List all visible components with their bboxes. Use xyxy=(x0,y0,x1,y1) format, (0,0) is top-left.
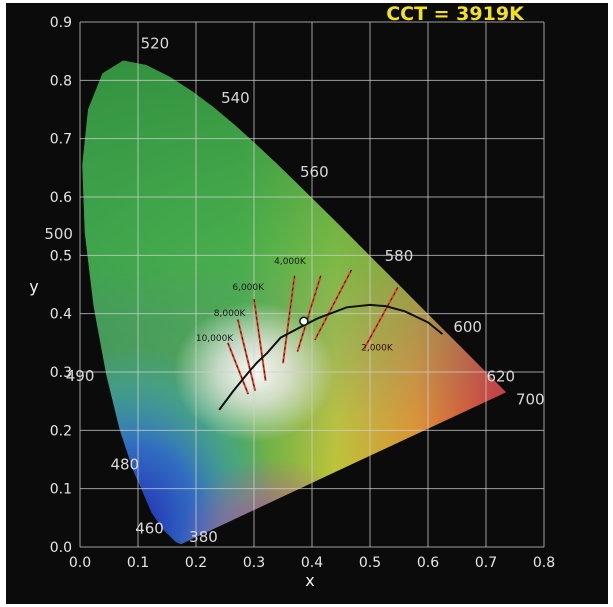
planckian-locus-curve xyxy=(218,303,444,411)
planckian-locus xyxy=(218,303,444,411)
isotemperature-label: 10,000K xyxy=(196,334,234,344)
y-tick-label: 0.1 xyxy=(50,482,72,498)
axis-tick-labels: 0.0 0.1 0.2 0.3 0.4 0.5 0.6 0.7 0.8 0.0 0.1 0.2 0.3 0… xyxy=(50,15,555,571)
wavelength-label: 500 xyxy=(44,225,73,243)
isotemperature-line-dash xyxy=(297,275,322,352)
isotemperature-line-dash xyxy=(314,269,352,341)
x-tick-label: 0.8 xyxy=(533,555,555,571)
y-tick-label: 0.3 xyxy=(50,365,72,381)
wavelength-label: 580 xyxy=(385,247,414,265)
y-tick-label: 0.5 xyxy=(50,248,72,264)
wavelength-label: 600 xyxy=(453,318,482,336)
y-tick-label: 0.9 xyxy=(50,15,72,31)
isotemperature-label: 4,000K xyxy=(274,257,307,267)
x-tick-label: 0.2 xyxy=(185,555,207,571)
wavelength-label: 380 xyxy=(189,528,218,546)
wavelength-label: 480 xyxy=(110,455,139,473)
x-tick-label: 0.6 xyxy=(417,555,439,571)
grid-lines xyxy=(79,21,545,548)
x-tick-label: 0.5 xyxy=(359,555,381,571)
y-tick-label: 0.0 xyxy=(50,540,72,556)
wavelength-label: 520 xyxy=(141,35,170,53)
x-tick-label: 0.3 xyxy=(243,555,265,571)
isotemperature-line-dash xyxy=(282,275,295,364)
wavelength-label: 560 xyxy=(300,163,329,181)
x-tick-label: 0.0 xyxy=(69,555,91,571)
wavelength-label: 490 xyxy=(66,367,95,385)
y-axis-label: y xyxy=(29,277,38,296)
isotemperature-label: 2,000K xyxy=(361,343,394,353)
measured-point-marker xyxy=(299,316,309,326)
wavelength-label: 700 xyxy=(516,390,545,408)
isotemperature-lines xyxy=(226,269,399,395)
isotemperature-label: 6,000K xyxy=(232,283,265,293)
x-axis-label: x xyxy=(305,571,314,590)
wavelength-label: 540 xyxy=(221,89,250,107)
wavelength-label: 620 xyxy=(486,367,515,385)
wavelength-label: 460 xyxy=(135,520,164,538)
isotemperature-line-dash xyxy=(253,299,266,381)
x-tick-label: 0.7 xyxy=(475,555,497,571)
y-tick-label: 0.4 xyxy=(50,307,72,323)
x-tick-label: 0.4 xyxy=(301,555,323,571)
isotemperature-line xyxy=(363,286,399,350)
y-tick-label: 0.7 xyxy=(50,132,72,148)
isotemperature-line xyxy=(226,342,250,395)
y-tick-label: 0.6 xyxy=(50,190,72,206)
cct-title: CCT = 3919K xyxy=(386,3,525,25)
isotemperature-label: 8,000K xyxy=(214,309,247,319)
measured-point xyxy=(299,316,309,326)
isotemperature-labels: 10,000K 8,000K 6,000K 4,000K 2,000K xyxy=(196,257,394,353)
isotemperature-line-dash xyxy=(237,319,256,391)
y-tick-label: 0.8 xyxy=(50,73,72,89)
x-tick-label: 0.1 xyxy=(127,555,149,571)
y-tick-label: 0.2 xyxy=(50,423,72,439)
